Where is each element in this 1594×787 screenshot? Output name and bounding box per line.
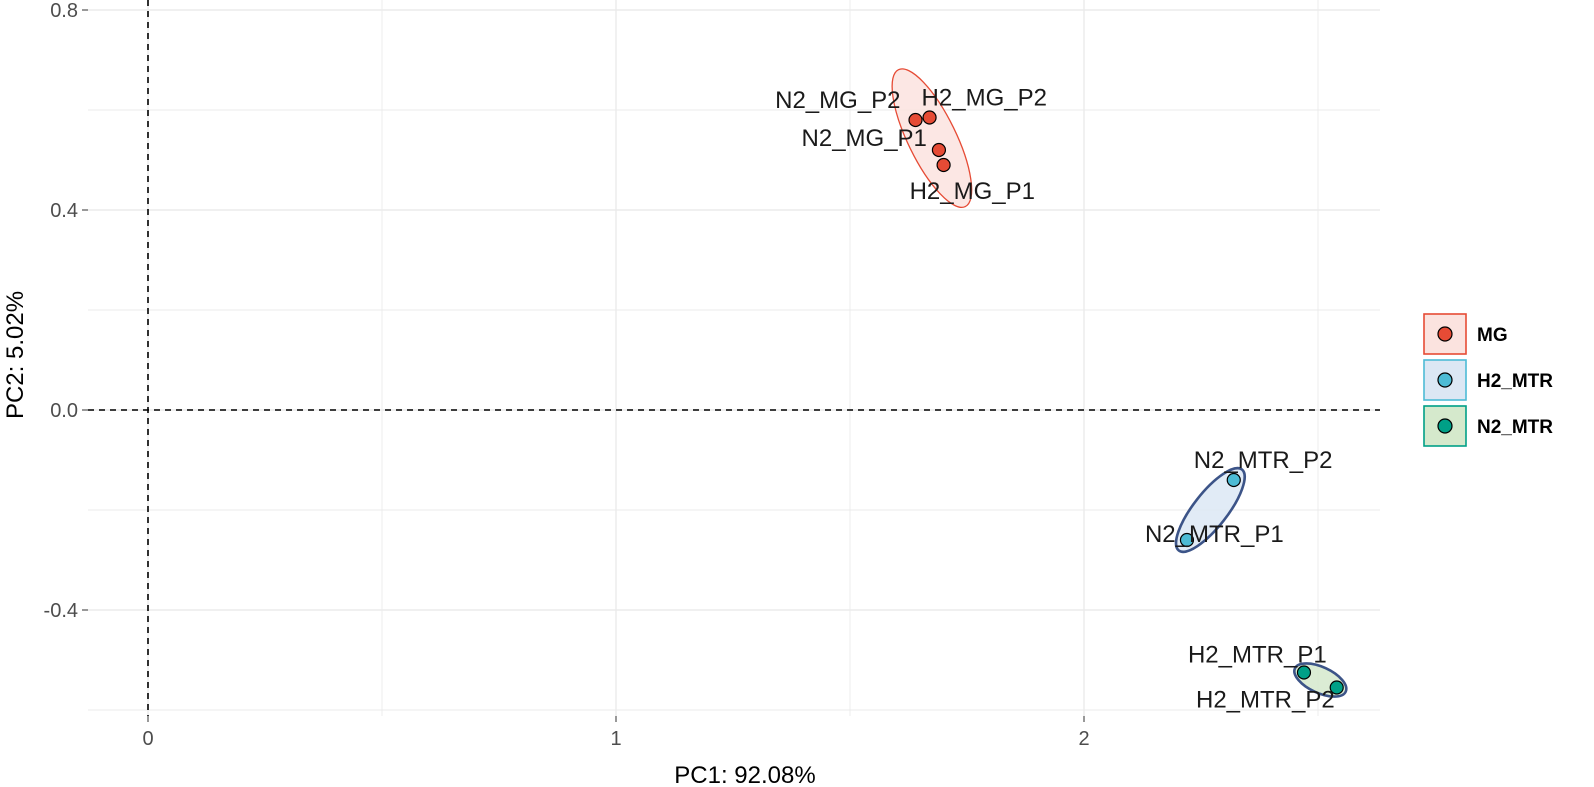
point-label: H2_MTR_P2 — [1196, 687, 1335, 714]
legend-marker — [1437, 418, 1453, 434]
x-axis-title: PC1: 92.08% — [674, 762, 815, 787]
axis-ticks: 0 1 2 -0.4 0.0 0.4 0.8 — [44, 0, 1090, 750]
legend-label: MG — [1477, 325, 1508, 346]
data-point-n2-mtr-p1 — [1179, 532, 1195, 548]
legend-marker — [1437, 326, 1453, 342]
y-axis-title: PC2: 5.02% — [2, 291, 29, 419]
point-label: H2_MTR_P1 — [1188, 642, 1327, 669]
data-point-h2-mg-p2 — [922, 110, 937, 125]
confidence-ellipses — [891, 68, 1348, 698]
data-point-h2-mg-p1 — [936, 157, 951, 173]
legend: MG H2_MTR N2_MTR — [1423, 313, 1553, 447]
y-tick-label: -0.4 — [44, 600, 78, 622]
data-point-n2-mtr-p2 — [1226, 472, 1241, 488]
point-label: N2_MG_P1 — [802, 125, 927, 152]
point-label: N2_MTR_P1 — [1145, 521, 1284, 548]
data-point-h2-mtr-p1 — [1296, 665, 1312, 680]
point-label: H2_MG_P1 — [910, 178, 1035, 205]
point-label: N2_MTR_P2 — [1194, 447, 1333, 474]
grid-lines — [88, 0, 1380, 716]
x-tick-label: 0 — [142, 728, 153, 750]
point-labels: N2_MG_P2 H2_MG_P2 N2_MG_P1 H2_MG_P1 N2_MTR_P… — [775, 85, 1335, 714]
legend-label: N2_MTR — [1477, 417, 1553, 438]
ellipse-mg — [891, 68, 973, 208]
y-tick-label: 0.4 — [50, 200, 78, 222]
ellipse-h2-mtr — [1174, 466, 1246, 554]
data-points — [908, 110, 1344, 695]
point-label: N2_MG_P2 — [775, 87, 900, 114]
data-point-n2-mg-p1 — [931, 142, 947, 158]
x-tick-label: 1 — [610, 728, 621, 750]
data-point-h2-mtr-p2 — [1329, 680, 1344, 695]
y-tick-label: 0.0 — [50, 400, 78, 422]
data-point-n2-mg-p2 — [908, 112, 923, 128]
reference-lines — [88, 0, 1380, 716]
legend-key-n2-mtr — [1423, 405, 1467, 447]
legend-label: H2_MTR — [1477, 371, 1553, 392]
point-label: H2_MG_P2 — [922, 85, 1047, 112]
y-tick-label: 0.8 — [50, 0, 78, 22]
x-tick-label: 2 — [1078, 728, 1089, 750]
legend-marker — [1437, 372, 1453, 388]
